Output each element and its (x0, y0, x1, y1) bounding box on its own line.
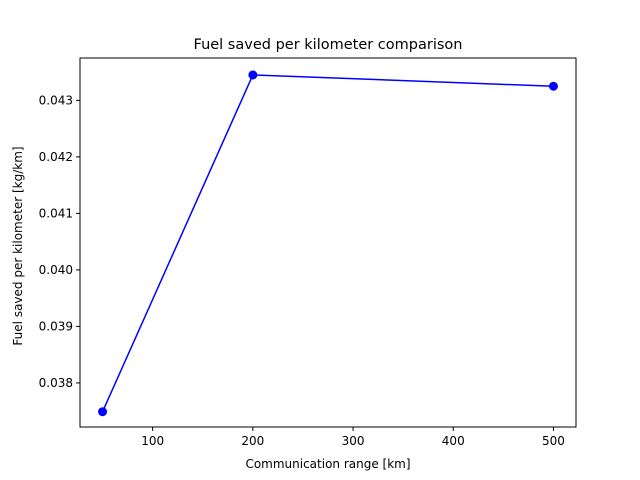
data-point (548, 81, 558, 91)
x-axis-label: Communication range [km] (245, 457, 410, 471)
data-point (98, 407, 108, 417)
y-tick-label: 0.042 (39, 150, 73, 164)
y-tick-label: 0.038 (39, 376, 73, 390)
chart-title: Fuel saved per kilometer comparison (194, 37, 463, 53)
y-tick-label: 0.039 (39, 319, 73, 333)
x-tick-label: 400 (442, 434, 465, 448)
y-axis-label: Fuel saved per kilometer [kg/km] (11, 146, 25, 345)
y-tick-label: 0.043 (39, 93, 73, 107)
x-tick-label: 500 (542, 434, 565, 448)
axes-frame (79, 57, 577, 428)
x-tick-label: 300 (342, 434, 365, 448)
y-tick-label: 0.040 (39, 263, 73, 277)
x-tick-label: 200 (241, 434, 264, 448)
x-tick-label: 100 (141, 434, 164, 448)
y-tick-label: 0.041 (39, 206, 73, 220)
data-point (248, 70, 258, 80)
plot-area: 100 200 300 400 500 0.038 0.039 0.040 0.041 0.042… (39, 57, 577, 448)
